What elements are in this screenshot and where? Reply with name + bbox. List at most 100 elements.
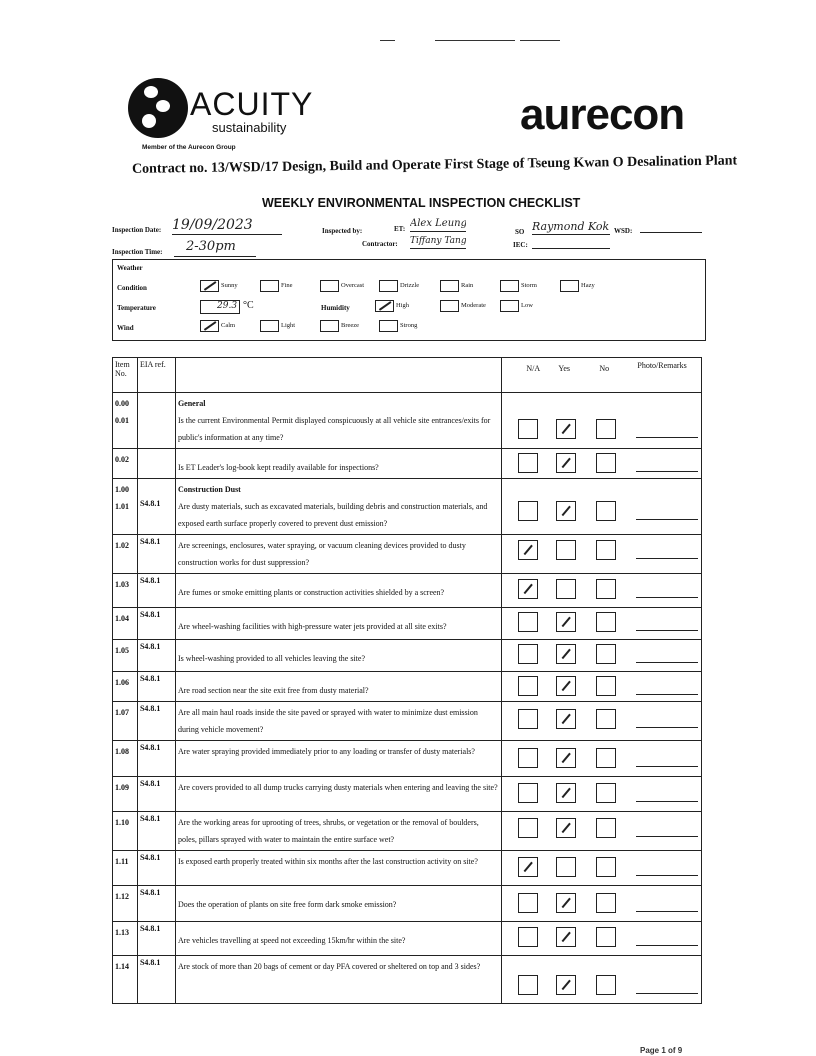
item-number: 0.02 bbox=[112, 448, 138, 479]
no-checkbox[interactable] bbox=[596, 453, 617, 473]
na-checkbox[interactable] bbox=[518, 893, 539, 913]
na-checkbox[interactable] bbox=[518, 419, 539, 439]
yes-checkbox[interactable] bbox=[556, 453, 577, 473]
eia-ref: S4.8.1 bbox=[136, 478, 176, 535]
na-checkbox[interactable] bbox=[518, 644, 539, 664]
remarks-field[interactable] bbox=[636, 801, 699, 802]
yes-checkbox[interactable] bbox=[556, 540, 577, 560]
conditions-drizzle-checkbox[interactable] bbox=[379, 280, 398, 292]
remarks-field[interactable] bbox=[636, 662, 699, 663]
remarks-field[interactable] bbox=[636, 945, 699, 946]
na-checkbox[interactable] bbox=[518, 748, 539, 768]
wind-strong-checkbox[interactable] bbox=[379, 320, 398, 332]
remarks-field[interactable] bbox=[636, 597, 699, 598]
yes-checkbox[interactable] bbox=[556, 857, 577, 877]
na-checkbox[interactable] bbox=[518, 676, 539, 696]
na-checkbox[interactable] bbox=[518, 818, 539, 838]
wind-calm-checkbox[interactable] bbox=[200, 320, 219, 332]
yes-checkbox[interactable] bbox=[556, 612, 577, 632]
no-checkbox[interactable] bbox=[596, 579, 617, 599]
yes-checkbox[interactable] bbox=[556, 783, 577, 803]
temperature-field[interactable]: 29.3 bbox=[200, 300, 240, 314]
remarks-field[interactable] bbox=[636, 694, 699, 695]
na-checkbox[interactable] bbox=[518, 709, 539, 729]
wind-breeze-checkbox[interactable] bbox=[320, 320, 339, 332]
remarks-field[interactable] bbox=[636, 437, 699, 438]
wind-light-checkbox[interactable] bbox=[260, 320, 279, 332]
table-row: 1.00 1.01 S4.8.1 Construction Dust Are du… bbox=[112, 478, 702, 535]
table-row: 1.03 S4.8.1 Are fumes or smoke emitting … bbox=[112, 573, 702, 608]
remarks-field[interactable] bbox=[636, 911, 699, 912]
conditions-rain-checkbox[interactable] bbox=[440, 280, 459, 292]
conditions-hazy-label: Hazy bbox=[581, 282, 595, 289]
yes-checkbox[interactable] bbox=[556, 501, 577, 521]
humidity-low-checkbox[interactable] bbox=[500, 300, 519, 312]
conditions-hazy-checkbox[interactable] bbox=[560, 280, 579, 292]
item-number: 1.09 bbox=[112, 776, 138, 812]
yes-checkbox[interactable] bbox=[556, 419, 577, 439]
header-remarks: Photo/Remarks bbox=[637, 361, 687, 370]
remarks-field[interactable] bbox=[636, 558, 699, 559]
no-checkbox[interactable] bbox=[596, 709, 617, 729]
date-field[interactable]: 19/09/2023 bbox=[172, 217, 282, 235]
yes-checkbox[interactable] bbox=[556, 676, 577, 696]
remarks-field[interactable] bbox=[636, 836, 699, 837]
conditions-overcast-checkbox[interactable] bbox=[320, 280, 339, 292]
yes-checkbox[interactable] bbox=[556, 927, 577, 947]
yes-checkbox[interactable] bbox=[556, 893, 577, 913]
na-checkbox[interactable] bbox=[518, 927, 539, 947]
acuity-logo: ACUITY sustainability Member of the Aure… bbox=[128, 78, 312, 158]
table-row: 1.13 S4.8.1 Are vehicles travelling at s… bbox=[112, 921, 702, 956]
remarks-field[interactable] bbox=[636, 519, 699, 520]
no-checkbox[interactable] bbox=[596, 612, 617, 632]
na-checkbox[interactable] bbox=[518, 501, 539, 521]
contractor-field[interactable]: Tiffany Tang bbox=[410, 235, 466, 249]
no-checkbox[interactable] bbox=[596, 540, 617, 560]
conditions-fine-checkbox[interactable] bbox=[260, 280, 279, 292]
na-checkbox[interactable] bbox=[518, 857, 539, 877]
na-checkbox[interactable] bbox=[518, 783, 539, 803]
humidity-moderate-checkbox[interactable] bbox=[440, 300, 459, 312]
eia-ref: S4.8.1 bbox=[136, 850, 176, 886]
question-text: Is the current Environmental Permit disp… bbox=[177, 416, 491, 442]
no-checkbox[interactable] bbox=[596, 783, 617, 803]
remarks-field[interactable] bbox=[636, 766, 699, 767]
remarks-field[interactable] bbox=[636, 727, 699, 728]
na-checkbox[interactable] bbox=[518, 453, 539, 473]
no-checkbox[interactable] bbox=[596, 419, 617, 439]
question-text: Are vehicles travelling at speed not exc… bbox=[177, 936, 406, 945]
remarks-field[interactable] bbox=[636, 875, 699, 876]
yes-checkbox[interactable] bbox=[556, 709, 577, 729]
iec-field[interactable] bbox=[532, 239, 610, 249]
item-number: 1.08 bbox=[112, 740, 138, 777]
no-checkbox[interactable] bbox=[596, 501, 617, 521]
date-label: Inspection Date: bbox=[112, 226, 162, 234]
no-checkbox[interactable] bbox=[596, 676, 617, 696]
humidity-high-checkbox[interactable] bbox=[375, 300, 394, 312]
conditions-storm-checkbox[interactable] bbox=[500, 280, 519, 292]
no-checkbox[interactable] bbox=[596, 748, 617, 768]
na-checkbox[interactable] bbox=[518, 579, 539, 599]
na-checkbox[interactable] bbox=[518, 612, 539, 632]
remarks-field[interactable] bbox=[636, 630, 699, 631]
et-field[interactable]: Alex Leung bbox=[410, 217, 466, 232]
remarks-field[interactable] bbox=[636, 471, 699, 472]
time-field[interactable]: 2-30pm bbox=[174, 239, 256, 257]
no-checkbox[interactable] bbox=[596, 975, 617, 995]
yes-checkbox[interactable] bbox=[556, 818, 577, 838]
yes-checkbox[interactable] bbox=[556, 579, 577, 599]
no-checkbox[interactable] bbox=[596, 818, 617, 838]
no-checkbox[interactable] bbox=[596, 927, 617, 947]
yes-checkbox[interactable] bbox=[556, 644, 577, 664]
no-checkbox[interactable] bbox=[596, 893, 617, 913]
yes-checkbox[interactable] bbox=[556, 748, 577, 768]
no-checkbox[interactable] bbox=[596, 857, 617, 877]
wsd-field[interactable] bbox=[640, 225, 702, 233]
so-field[interactable]: Raymond Kok bbox=[532, 220, 610, 235]
yes-checkbox[interactable] bbox=[556, 975, 577, 995]
na-checkbox[interactable] bbox=[518, 975, 539, 995]
conditions-sunny-checkbox[interactable] bbox=[200, 280, 219, 292]
no-checkbox[interactable] bbox=[596, 644, 617, 664]
remarks-field[interactable] bbox=[636, 993, 699, 994]
na-checkbox[interactable] bbox=[518, 540, 539, 560]
